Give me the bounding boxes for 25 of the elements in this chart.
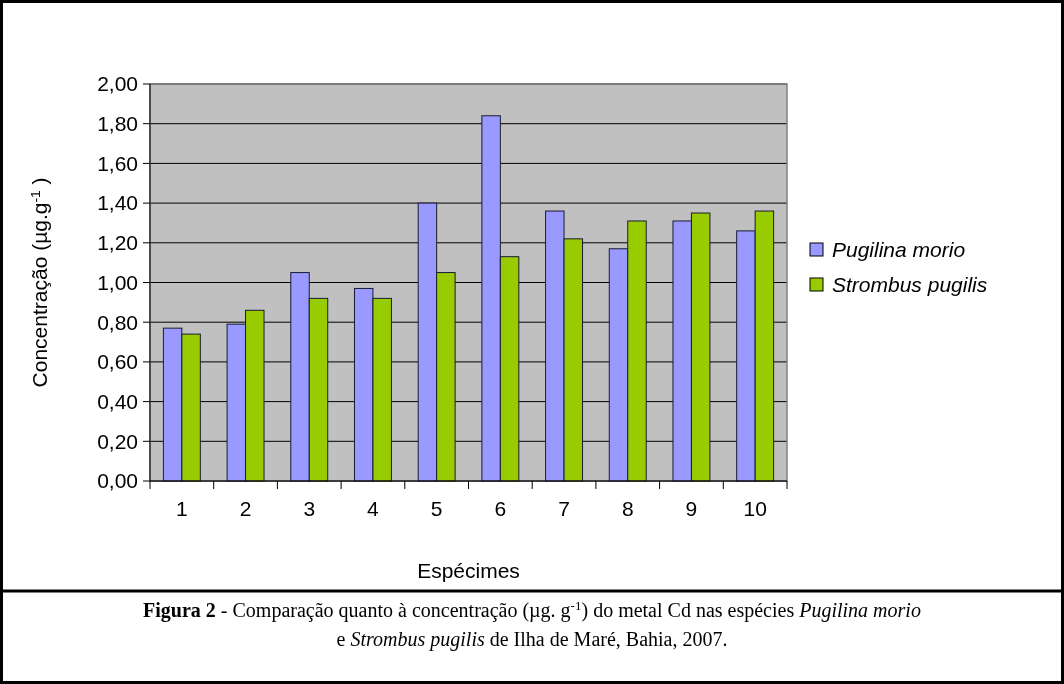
y-tick-label: 1,80: [97, 112, 138, 136]
y-tick-label: 0,00: [97, 469, 138, 493]
y-tick-label: 1,00: [97, 270, 138, 294]
x-tick-label: 6: [494, 497, 507, 520]
text: Figura 2 - Comparação quanto à concentração (µg. g$^{-1}$) do metal Cd nas espécies Pugilina morio e Strombus pugilis de Ilha de Maré, Bahia, 2007.: [143, 597, 921, 650]
x-tick-label: 10: [743, 497, 767, 520]
y-tick-label: 0,20: [97, 429, 138, 453]
y-tick-label: 1,40: [97, 191, 138, 215]
x-tick-label: 3: [303, 497, 316, 520]
x-axis-title: Espécimes: [417, 559, 520, 582]
x-tick-label: 1: [176, 497, 188, 520]
x-tick-label: 5: [430, 497, 443, 520]
y-tick-label: 1,20: [97, 231, 138, 255]
x-tick-label: 9: [685, 497, 698, 520]
y-tick-label: 0,80: [97, 310, 138, 334]
y-tick-label: 1,60: [97, 151, 138, 175]
legend-label: Strombus pugilis: [832, 273, 988, 297]
y-tick-label: 0,60: [97, 350, 138, 374]
x-tick-label: 4: [367, 497, 380, 520]
y-tick-label: 0,40: [97, 389, 138, 413]
x-tick-label: 7: [558, 497, 570, 520]
y-tick-label: 2,00: [97, 72, 138, 96]
x-tick-label: 2: [239, 497, 252, 520]
x-tick-label: 8: [621, 497, 634, 520]
legend-label: Pugilina morio: [832, 238, 966, 262]
